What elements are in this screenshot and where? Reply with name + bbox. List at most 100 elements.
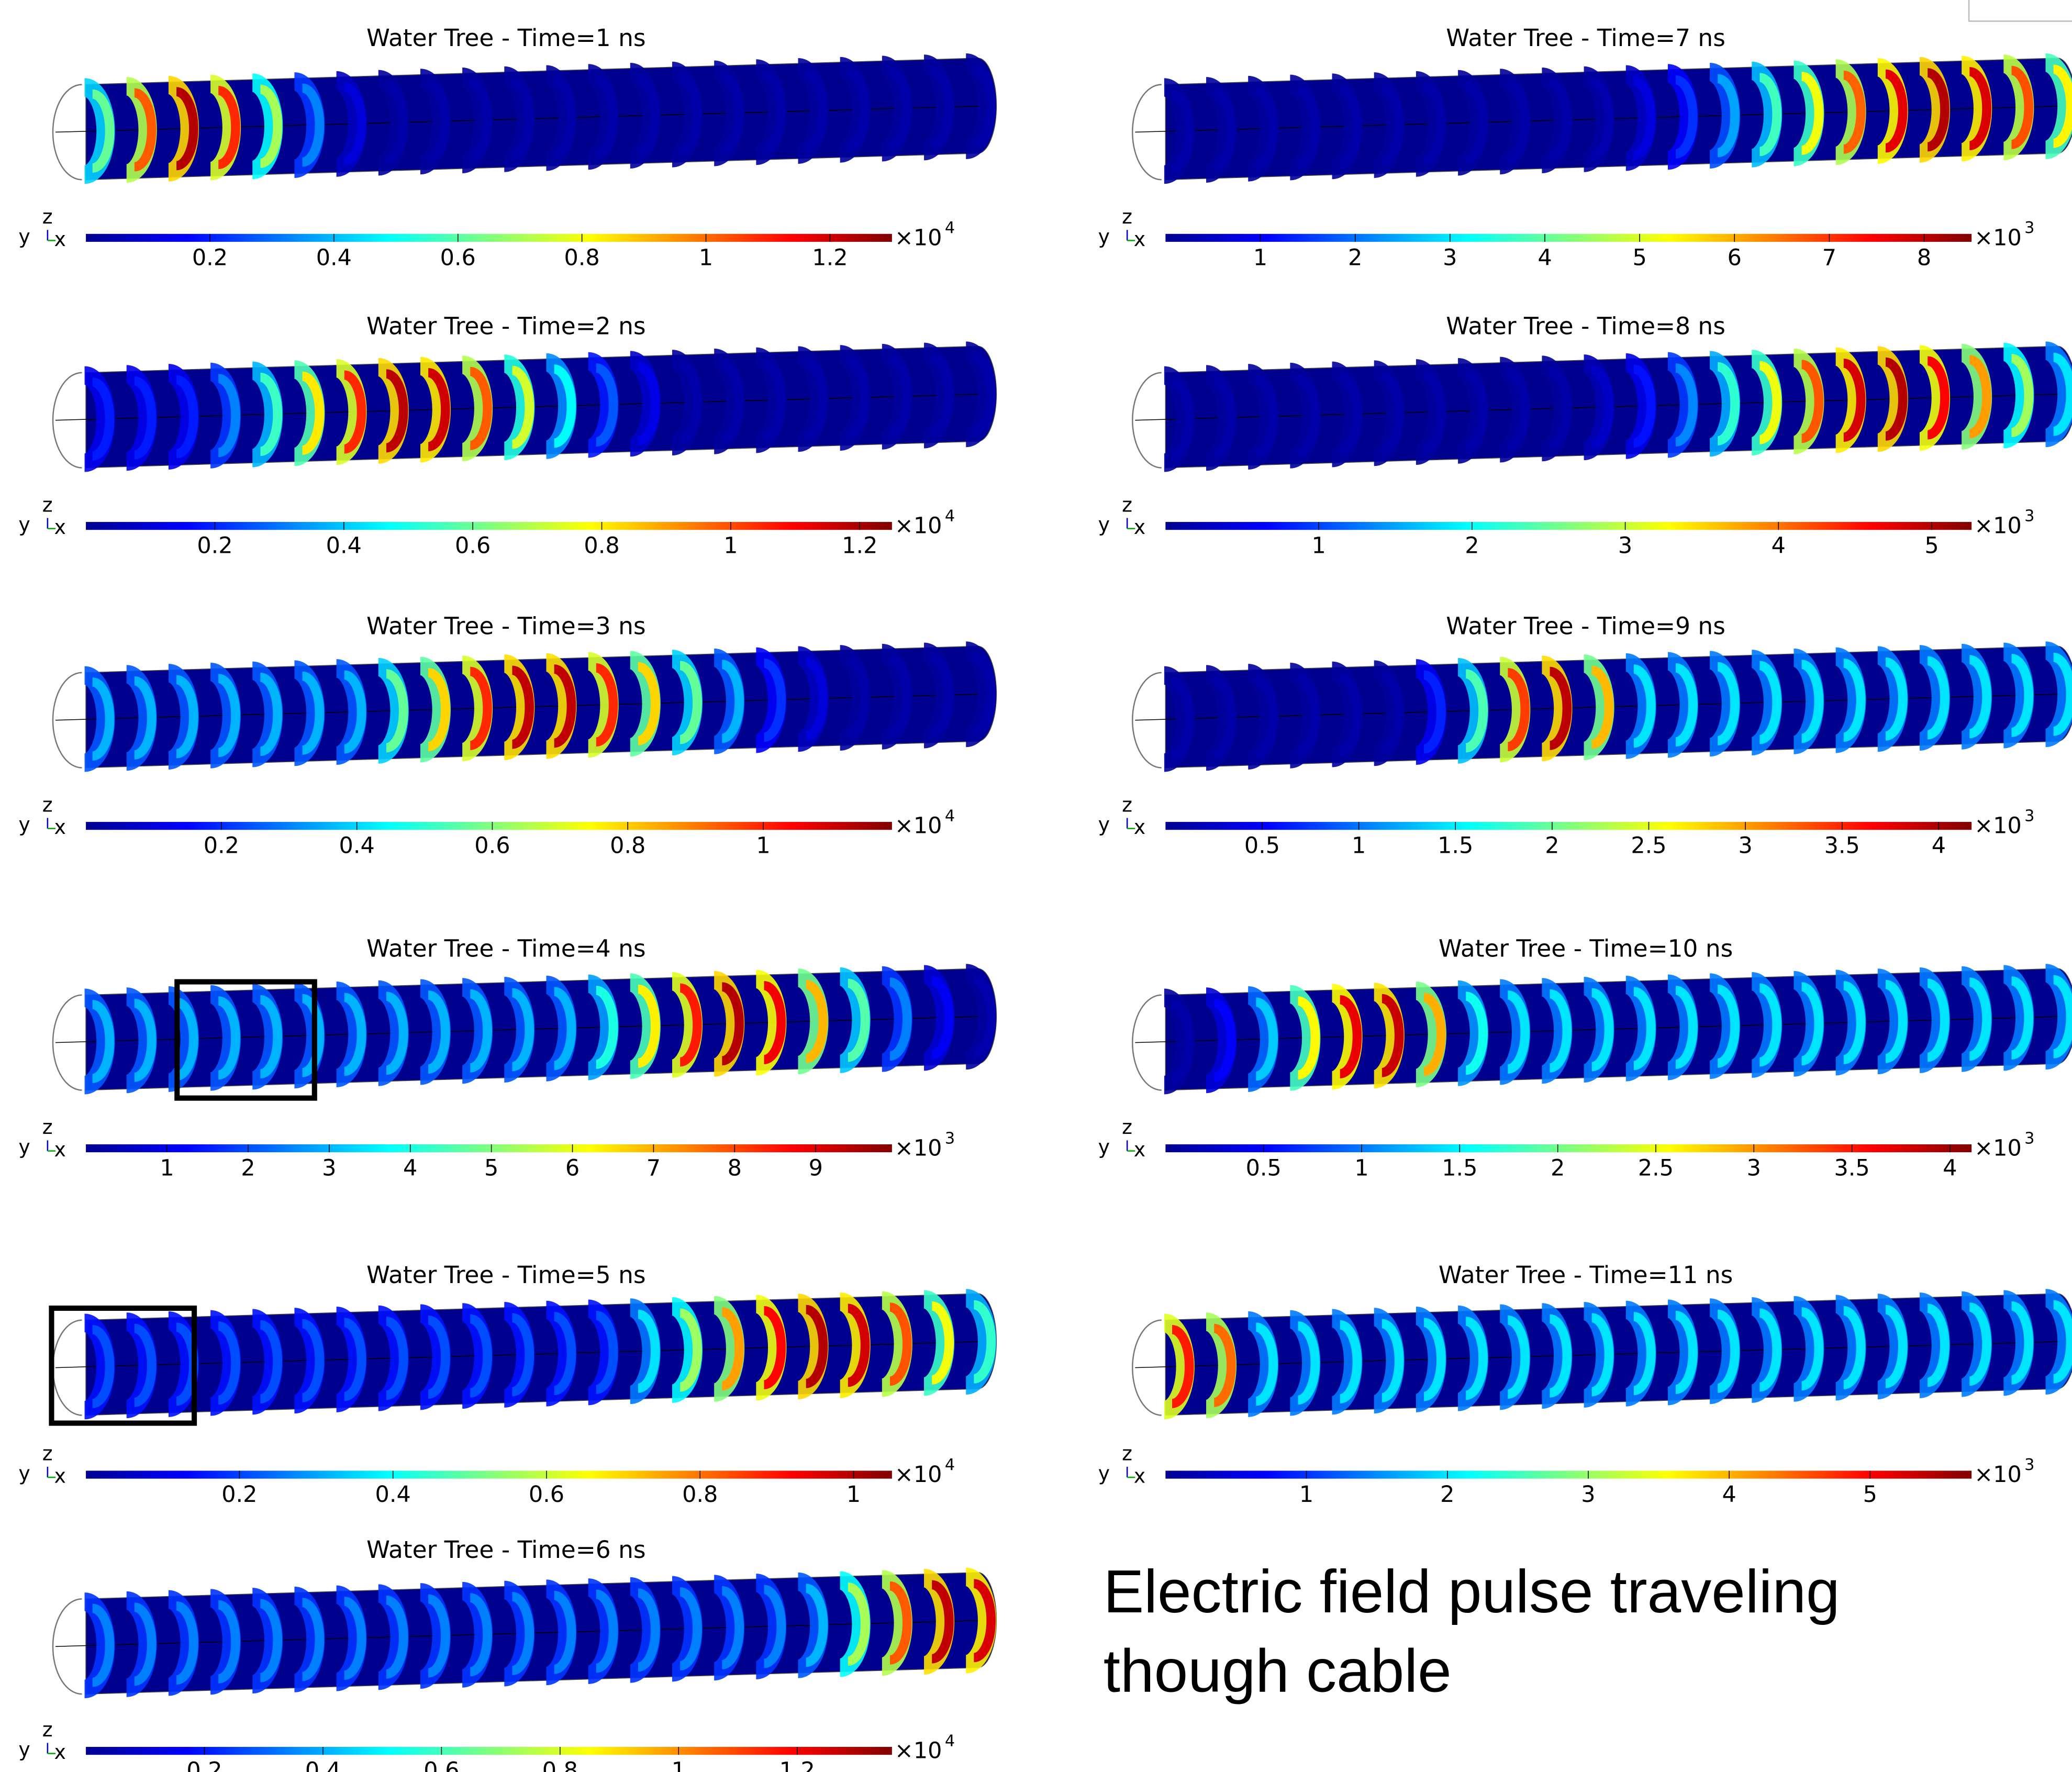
axis-label: x	[54, 1741, 65, 1764]
axis-label: z	[1122, 1116, 1132, 1139]
colorbar-multiplier: ×10	[895, 225, 942, 251]
colorbar-tick-label: 5	[484, 1155, 498, 1181]
colorbar-tick-label: 4	[1722, 1481, 1736, 1508]
colorbar-tick-label: 3	[1747, 1155, 1761, 1181]
colorbar-tick-label: 4	[1538, 244, 1552, 271]
colorbar-tick-label: 0.6	[529, 1481, 564, 1508]
colorbar-tick-label: 1	[160, 1155, 174, 1181]
colorbar-tick-label: 1	[1253, 244, 1267, 271]
colorbar-tick-label: 0.6	[455, 533, 491, 559]
colorbar-tick-label: 2	[241, 1155, 255, 1181]
colorbar-multiplier: ×10	[895, 1462, 942, 1488]
panel: Water Tree - Time=5 nsyzx0.20.40.60.81×1…	[18, 1261, 996, 1508]
colorbar-multiplier: ×10	[1974, 813, 2022, 839]
colorbar-exponent: 4	[945, 1456, 955, 1474]
axis-label: x	[1134, 1465, 1145, 1488]
axis-label: y	[18, 1462, 30, 1485]
panel-title: Water Tree - Time=4 ns	[366, 934, 646, 962]
colorbar-exponent: 4	[945, 219, 955, 237]
axis-label: x	[54, 228, 65, 251]
axis-label: x	[54, 1138, 65, 1161]
colorbar-tick-label: 4	[403, 1155, 417, 1181]
panel: Water Tree - Time=11 nsyzx12345×103	[1098, 1261, 2072, 1508]
caption: though cable	[1104, 1636, 1452, 1704]
colorbar-exponent: 3	[2024, 507, 2034, 525]
axis-label: z	[42, 793, 53, 816]
axis-label: y	[18, 1135, 30, 1158]
axis-label: y	[18, 513, 30, 536]
colorbar-tick-label: 2.5	[1638, 1155, 1674, 1181]
colorbar-tick-label: 2	[1551, 1155, 1565, 1181]
colorbar-tick-label: 1	[1311, 533, 1325, 559]
colorbar-tick-label: 0.5	[1244, 833, 1280, 859]
colorbar-tick-label: 4	[1932, 833, 1946, 859]
colorbar	[1165, 822, 1971, 830]
colorbar-tick-label: 1	[723, 533, 738, 559]
colorbar-tick-label: 1	[1299, 1481, 1313, 1508]
axis-label: x	[1134, 1138, 1145, 1161]
colorbar-tick-label: 0.4	[375, 1481, 411, 1508]
colorbar-tick-label: 1	[699, 244, 713, 271]
colorbar-exponent: 3	[2024, 1129, 2034, 1147]
colorbar-multiplier: ×10	[895, 1738, 942, 1764]
axis-label: y	[1098, 1462, 1110, 1485]
colorbar	[1165, 1470, 1971, 1478]
colorbar-tick-label: 6	[1728, 244, 1742, 271]
colorbar-tick-label: 9	[809, 1155, 823, 1181]
colorbar-tick-label: 3	[1443, 244, 1457, 271]
axis-label: y	[18, 813, 30, 836]
colorbar-tick-label: 2	[1348, 244, 1362, 271]
colorbar-tick-label: 3	[1581, 1481, 1595, 1508]
colorbar-tick-label: 3	[322, 1155, 336, 1181]
colorbar-tick-label: 4	[1943, 1155, 1957, 1181]
colorbar-tick-label: 8	[1917, 244, 1931, 271]
colorbar-tick-label: 1.2	[779, 1757, 815, 1772]
colorbar-tick-label: 0.8	[610, 833, 645, 859]
axis-label: x	[54, 1465, 65, 1488]
axis-label: x	[1134, 816, 1145, 839]
colorbar-tick-label: 6	[565, 1155, 580, 1181]
colorbar-tick-label: 1	[1354, 1155, 1368, 1181]
axis-label: y	[1098, 513, 1110, 536]
colorbar-tick-label: 0.2	[221, 1481, 257, 1508]
axis-label: z	[42, 493, 53, 516]
colorbar-tick-label: 0.5	[1246, 1155, 1282, 1181]
page: Water Tree - Time=1 nsyzx0.20.40.60.811.…	[0, 0, 2072, 1772]
axis-label: y	[1098, 225, 1110, 248]
axis-label: z	[42, 205, 53, 228]
colorbar	[86, 1747, 892, 1755]
colorbar-tick-label: 0.4	[316, 244, 352, 271]
colorbar-tick-label: 0.6	[424, 1757, 459, 1772]
axis-label: z	[42, 1116, 53, 1139]
panel-title: Water Tree - Time=9 ns	[1446, 612, 1725, 640]
colorbar	[86, 1470, 892, 1478]
colorbar-tick-label: 1.5	[1442, 1155, 1477, 1181]
colorbar-exponent: 3	[2024, 219, 2034, 237]
panel-title: Water Tree - Time=1 ns	[366, 24, 646, 52]
panel-title: Water Tree - Time=10 ns	[1439, 934, 1733, 962]
colorbar-tick-label: 1	[1352, 833, 1366, 859]
colorbar-exponent: 3	[2024, 1456, 2034, 1474]
colorbar-tick-label: 1.2	[812, 244, 848, 271]
axis-label: x	[1134, 228, 1145, 251]
panel: Water Tree - Time=3 nsyzx0.20.40.60.81×1…	[18, 612, 996, 859]
axis-label: y	[18, 225, 30, 248]
axis-label: z	[1122, 205, 1132, 228]
colorbar-tick-label: 5	[1632, 244, 1646, 271]
colorbar-tick-label: 1.2	[842, 533, 877, 559]
colorbar-tick-label: 0.4	[326, 533, 362, 559]
colorbar-tick-label: 2	[1465, 533, 1479, 559]
colorbar-tick-label: 0.4	[305, 1757, 341, 1772]
colorbar-tick-label: 0.6	[474, 833, 510, 859]
axis-label: x	[54, 516, 65, 539]
axis-label: z	[1122, 1442, 1132, 1465]
colorbar-tick-label: 3.5	[1834, 1155, 1870, 1181]
panel-title: Water Tree - Time=5 ns	[366, 1261, 646, 1289]
colorbar-exponent: 4	[945, 807, 955, 825]
colorbar-tick-label: 0.8	[564, 244, 600, 271]
axis-label: z	[1122, 493, 1132, 516]
figure: Water Tree - Time=1 nsyzx0.20.40.60.811.…	[0, 0, 2072, 1772]
panel-title: Water Tree - Time=11 ns	[1439, 1261, 1733, 1289]
